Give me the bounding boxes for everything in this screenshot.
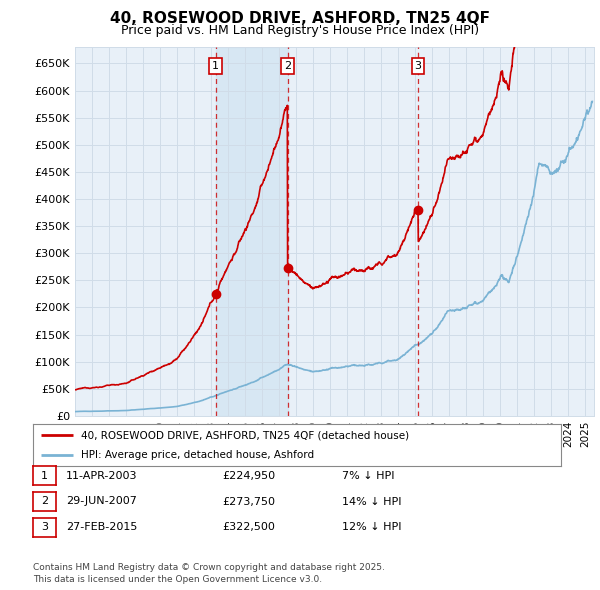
Text: 11-APR-2003: 11-APR-2003 — [66, 471, 137, 480]
Text: 29-JUN-2007: 29-JUN-2007 — [66, 497, 137, 506]
Text: 2: 2 — [284, 61, 291, 71]
Text: Price paid vs. HM Land Registry's House Price Index (HPI): Price paid vs. HM Land Registry's House … — [121, 24, 479, 37]
Bar — [216, 47, 287, 416]
Text: 7% ↓ HPI: 7% ↓ HPI — [342, 471, 395, 480]
Text: 2: 2 — [41, 497, 48, 506]
Text: 27-FEB-2015: 27-FEB-2015 — [66, 523, 137, 532]
Text: 12% ↓ HPI: 12% ↓ HPI — [342, 523, 401, 532]
Text: 3: 3 — [415, 61, 422, 71]
Text: £224,950: £224,950 — [222, 471, 275, 480]
Text: £273,750: £273,750 — [222, 497, 275, 506]
Text: Contains HM Land Registry data © Crown copyright and database right 2025.
This d: Contains HM Land Registry data © Crown c… — [33, 563, 385, 584]
Text: 14% ↓ HPI: 14% ↓ HPI — [342, 497, 401, 506]
Text: £322,500: £322,500 — [222, 523, 275, 532]
Text: HPI: Average price, detached house, Ashford: HPI: Average price, detached house, Ashf… — [80, 450, 314, 460]
Text: 3: 3 — [41, 523, 48, 532]
Text: 1: 1 — [212, 61, 219, 71]
Text: 40, ROSEWOOD DRIVE, ASHFORD, TN25 4QF (detached house): 40, ROSEWOOD DRIVE, ASHFORD, TN25 4QF (d… — [80, 430, 409, 440]
Text: 40, ROSEWOOD DRIVE, ASHFORD, TN25 4QF: 40, ROSEWOOD DRIVE, ASHFORD, TN25 4QF — [110, 11, 490, 25]
Text: 1: 1 — [41, 471, 48, 480]
